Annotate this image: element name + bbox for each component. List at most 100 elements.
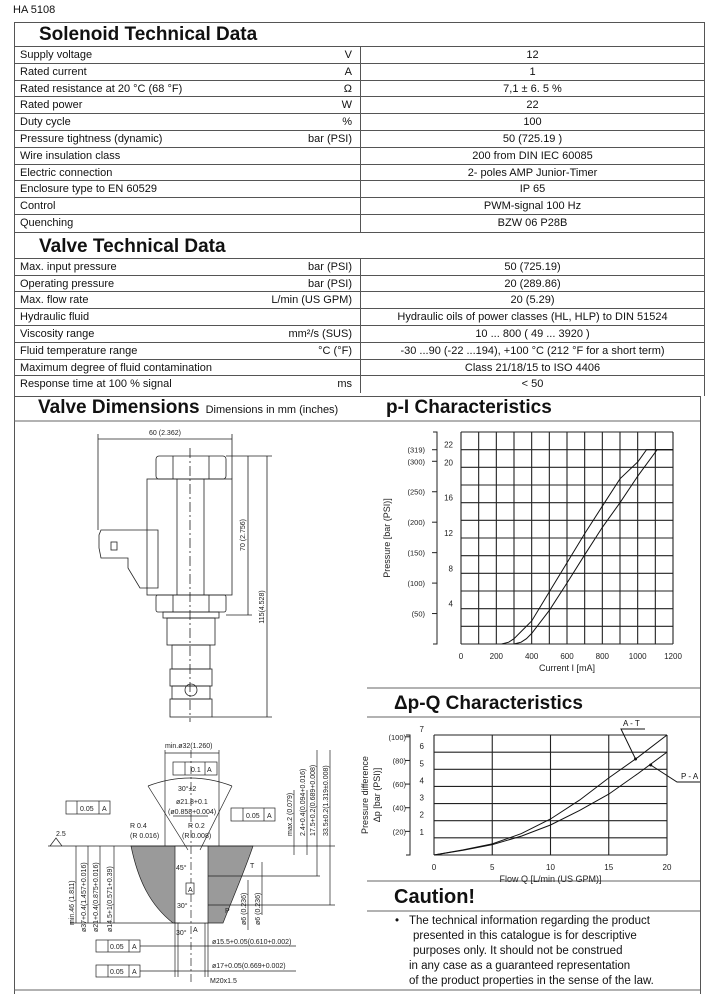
table-row: Operating pressure bar (PSI) 20 (289.86) [15,275,704,293]
bullet: • [395,915,400,927]
row-label-cell: Duty cycle% [15,114,361,130]
row-label-cell: Maximum degree of fluid contamination [15,359,361,376]
row-value: Class 21/18/15 to ISO 4406 [464,361,601,374]
table-row: Fluid temperature range °C (°F) -30 ...90 … [15,342,704,360]
row-value: 7,1 ± 6. 5 % [503,82,562,95]
row-label-cell: Wire insulation class [15,147,361,164]
row-label: Wire insulation class [20,149,121,162]
row-label-cell: Enclosure type to EN 60529 [15,181,361,198]
valve-title: Valve Technical Data [15,231,704,259]
right-border [700,396,701,994]
row-label: Maximum degree of fluid contamination [20,361,212,374]
row-unit: V [344,49,352,61]
row-unit: mm²/s (SUS) [288,327,352,340]
caution-line: The technical information regarding the … [409,915,651,927]
row-value: 50 (725.19) [504,260,561,273]
row-label-cell: Pressure tightness (dynamic) bar (PSI) [15,130,361,147]
row-value: 100 [523,116,542,129]
row-value: 1 [529,65,536,78]
row-value: < 50 [521,378,544,391]
row-label: Response time at 100 % signal [20,378,172,391]
dpq-title: Δp-Q Characteristics [394,693,583,714]
row-value: 20 (5.29) [510,294,555,307]
solenoid-table: Supply voltage V 12 Rated current A 1 Rated re… [15,47,704,232]
row-unit: °C (°F) [318,344,352,357]
row-value: 10 ... 800 ( 49 ... 3920 ) [475,327,590,340]
row-label-cell: Viscosity range mm²/s (SUS) [15,325,361,342]
table-row: Maximum degree of fluid contamination Cla… [15,359,704,377]
row-unit: W [341,99,352,112]
row-label: Enclosure type to EN 60529 [20,183,157,196]
row-label: Rated current [20,65,87,78]
row-value: 20 (289.86) [504,277,561,290]
table-row: Wire insulation class 200 from DIN IEC 60… [15,147,704,165]
row-label-cell: Hydraulic fluid [15,309,361,325]
caution-line: purposes only. It should not be construe… [413,945,623,957]
caution-text: • The technical information regarding the… [395,914,695,989]
row-label-cell: Rated resistance at 20 °C (68 °F) Ω [15,80,361,97]
valve-table: Max. input pressure bar (PSI) 50 (725.19) O… [15,258,704,394]
document-id: HA 5108 [13,4,56,16]
row-label: Rated power [20,99,83,112]
row-unit: bar (PSI) [307,260,352,273]
row-unit: Ω [343,82,352,95]
row-label: Electric connection [20,166,113,179]
row-label-cell: Control [15,198,361,214]
row-label: Control [20,200,56,213]
row-value: 50 (725.19 ) [502,132,563,145]
caution-title: Caution! [394,886,476,908]
row-value: 22 [526,99,539,112]
row-label: Max. flow rate [20,294,89,307]
row-label: Operating pressure [20,277,115,290]
row-label-cell: Supply voltage V [15,47,361,63]
row-value: Hydraulic oils of power classes (HL, HLP… [397,311,668,324]
row-label: Fluid temperature range [20,344,138,357]
lower-section [14,396,701,994]
row-unit: A [344,65,352,78]
row-unit: % [342,116,352,129]
row-label: Duty cycle [20,116,71,129]
table-row: Max. input pressure bar (PSI) 50 (725.19) [15,258,704,276]
row-value: BZW 06 P28B [497,216,568,229]
table-row: Duty cycle% 100 [15,114,704,131]
pi-title: p-I Characteristics [386,397,552,418]
row-unit: L/min (US GPM) [271,294,352,307]
row-label: Pressure tightness (dynamic) [20,132,163,145]
row-value: IP 65 [519,183,546,196]
table-row: Hydraulic fluid Hydraulic oils of power c… [15,309,704,326]
row-label-cell: Electric connection [15,164,361,181]
row-value: -30 ...90 (-22 ...194), +100 °C (212 °F … [400,344,665,357]
row-unit: ms [337,378,352,391]
row-label-cell: Rated power W [15,97,361,114]
row-label-cell: Max. flow rate L/min (US GPM) [15,292,361,309]
dimensions-subtitle: Dimensions in mm (inches) [205,404,339,416]
solenoid-title: Solenoid Technical Data [15,23,704,47]
technical-data-box: Solenoid Technical Data Supply voltage V 1… [14,22,705,396]
table-row: Enclosure type to EN 60529 IP 65 [15,181,704,199]
row-label-cell: Max. input pressure bar (PSI) [15,258,361,275]
caution-line: in any case as a guaranteed representati… [409,960,631,972]
table-row: Quenching BZW 06 P28B [15,214,704,232]
row-label-cell: Quenching [15,214,361,232]
dimensions-heading: Valve Dimensions [38,397,200,418]
table-row: Electric connection 2- poles AMP Junior-T… [15,164,704,182]
row-value: 200 from DIN IEC 60085 [472,149,593,162]
row-label: Viscosity range [20,327,95,340]
row-label-cell: Rated current A [15,63,361,80]
table-row: Viscosity range mm²/s (SUS) 10 ... 800 ( 4… [15,325,704,343]
row-value: 12 [526,49,539,61]
row-label: Quenching [20,216,74,229]
table-row: Response time at 100 % signal ms < 50 [15,376,704,394]
table-row: Max. flow rate L/min (US GPM) 20 (5.29) [15,292,704,310]
row-unit: bar (PSI) [307,132,352,145]
dimensions-title: Valve Dimensions Dimensions in mm (inches… [38,397,338,419]
table-row: Rated resistance at 20 °C (68 °F) Ω 7,1 ± … [15,80,704,98]
table-row: Pressure tightness (dynamic) bar (PSI) 50 … [15,130,704,148]
row-label-cell: Response time at 100 % signal ms [15,376,361,394]
row-label: Max. input pressure [20,260,117,273]
table-row: Control PWM-signal 100 Hz [15,198,704,215]
row-label: Hydraulic fluid [20,311,90,324]
row-label-cell: Operating pressure bar (PSI) [15,275,361,292]
caution-line: presented in this catalogue is for descr… [413,930,637,942]
caution-line: of the product properties in the sense o… [409,975,654,987]
